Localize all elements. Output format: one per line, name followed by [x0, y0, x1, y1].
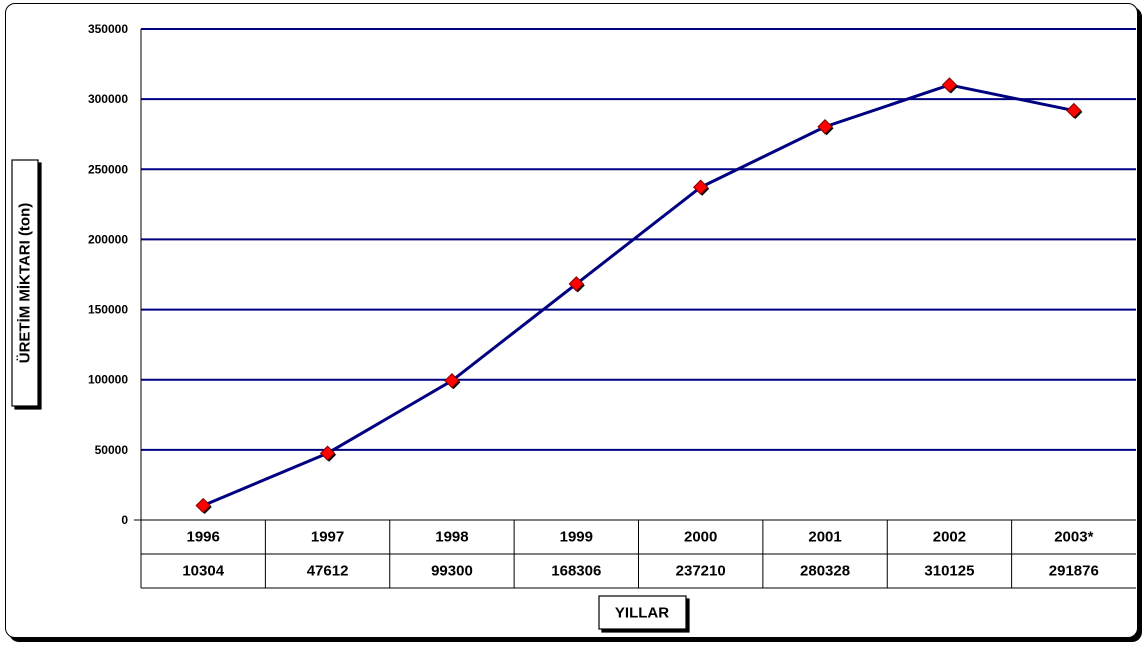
data-table-value: 291876	[1049, 563, 1099, 580]
x-category-label: 2002	[933, 529, 966, 546]
data-table-value: 168306	[551, 563, 601, 580]
y-tick-label: 0	[121, 513, 128, 527]
y-tick-labels: 0 50000 100000 150000 200000 250000 300000 3500…	[88, 22, 128, 527]
data-point	[941, 77, 958, 93]
y-tick-label: 300000	[88, 92, 128, 106]
data-point	[319, 445, 336, 461]
data-point	[568, 276, 585, 292]
data-table-value: 10304	[182, 563, 224, 580]
chart-frame	[5, 3, 1138, 638]
data-table-value: 310125	[924, 563, 974, 580]
series-line	[202, 83, 1075, 507]
data-table: 1996 1997 1998 1999 2000 2001 2002 2003* 10304 47…	[141, 520, 1136, 589]
data-point	[444, 372, 460, 389]
y-tick-label: 100000	[88, 373, 128, 387]
x-category-label: 1997	[311, 529, 344, 546]
x-category-label: 2001	[808, 529, 841, 546]
x-category-label: 2000	[684, 529, 717, 546]
y-axis-label: ÜRETİM MİKTARI (ton)	[17, 203, 34, 364]
y-tick-label: 250000	[88, 162, 128, 176]
x-axis-title: YILLAR	[598, 595, 687, 630]
data-table-value: 280328	[800, 563, 850, 580]
y-tick-label: 150000	[88, 303, 128, 317]
x-axis-label: YILLAR	[615, 605, 669, 622]
x-category-label: 2003*	[1054, 529, 1093, 546]
gridlines	[134, 28, 1136, 588]
x-category-label: 1996	[187, 529, 220, 546]
data-table-value: 237210	[676, 563, 726, 580]
y-axis-title: ÜRETİM MİKTARI (ton)	[11, 159, 39, 407]
data-table-value: 99300	[431, 563, 473, 580]
y-tick-label: 350000	[88, 22, 128, 36]
data-table-value: 47612	[307, 563, 349, 580]
data-point	[1066, 102, 1082, 119]
data-point	[692, 179, 709, 195]
series-line	[202, 83, 1075, 507]
y-tick-label: 200000	[88, 232, 128, 246]
data-point	[195, 497, 211, 514]
x-category-label: 1999	[560, 529, 593, 546]
x-category-label: 1998	[435, 529, 468, 546]
series-markers	[195, 77, 1083, 515]
y-tick-label: 50000	[95, 443, 129, 457]
data-point	[817, 119, 833, 135]
